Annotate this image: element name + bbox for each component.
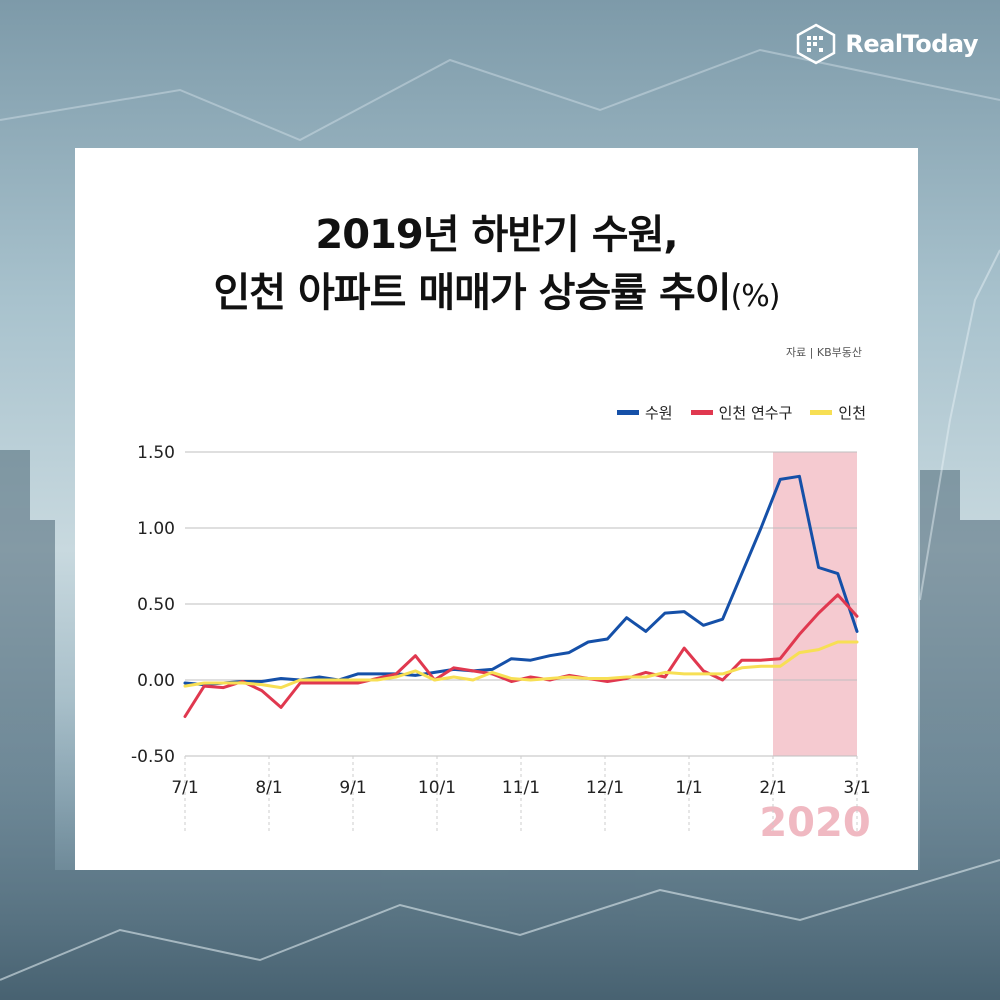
legend-swatch-yeonsu [690, 410, 713, 415]
title-unit: (%) [730, 279, 781, 314]
series-line-suwon [183, 474, 859, 687]
legend-swatch-suwon [617, 410, 639, 415]
legend-label-yeonsu: 인천 연수구 [718, 404, 793, 422]
chart-card: 2019년 하반기 수원, 인천 아파트 매매가 상승률 추이(%) 자료 | … [75, 148, 918, 870]
decorative-stock-lines [0, 48, 1000, 981]
x-tick-label: 3/1 [843, 778, 870, 798]
title-line-2-main: 인천 아파트 매매가 상승률 추이 [213, 270, 731, 316]
line-chart: 2020 1.50 1.00 0.50 0.00 -0.50 7/1 8/1 9/1 10/1 11… [131, 443, 871, 846]
y-tick-label: -0.50 [131, 747, 175, 767]
brand-name: RealToday [845, 30, 978, 58]
x-tick-label: 2/1 [759, 778, 786, 798]
y-tick-label: 1.50 [137, 443, 175, 463]
legend-label-suwon: 수원 [645, 404, 673, 422]
x-tick-label: 12/1 [586, 778, 624, 798]
x-tick-label: 1/1 [675, 778, 702, 798]
series-line-yeonsu [183, 593, 859, 718]
brand-mark-icon [797, 23, 836, 65]
chart-legend: 수원 인천 연수구 인천 [617, 402, 866, 423]
x-tick-label: 11/1 [502, 778, 540, 798]
x-tick-label: 8/1 [255, 778, 282, 798]
chart-title: 2019년 하반기 수원, 인천 아파트 매매가 상승률 추이(%) [75, 206, 918, 326]
y-tick-label: 0.00 [137, 671, 175, 691]
legend-label-incheon: 인천 [838, 404, 866, 422]
x-tick-label: 10/1 [418, 778, 456, 798]
x-tick-label: 9/1 [339, 778, 366, 798]
legend-item-suwon: 수원 [617, 402, 673, 423]
title-line-2: 인천 아파트 매매가 상승률 추이(%) [75, 264, 918, 326]
y-tick-label: 0.50 [137, 595, 175, 615]
legend-item-yeonsu: 인천 연수구 [690, 402, 793, 423]
brand-logo: RealToday [795, 22, 978, 66]
legend-swatch-incheon [810, 410, 833, 415]
title-line-1: 2019년 하반기 수원, [315, 212, 678, 258]
y-tick-label: 1.00 [137, 519, 175, 539]
legend-item-incheon: 인천 [810, 402, 866, 423]
series-line-incheon [183, 640, 859, 690]
source-note: 자료 | KB부동산 [785, 346, 862, 359]
highlight-year-label: 2020 [759, 800, 870, 846]
x-tick-label: 7/1 [171, 778, 198, 798]
